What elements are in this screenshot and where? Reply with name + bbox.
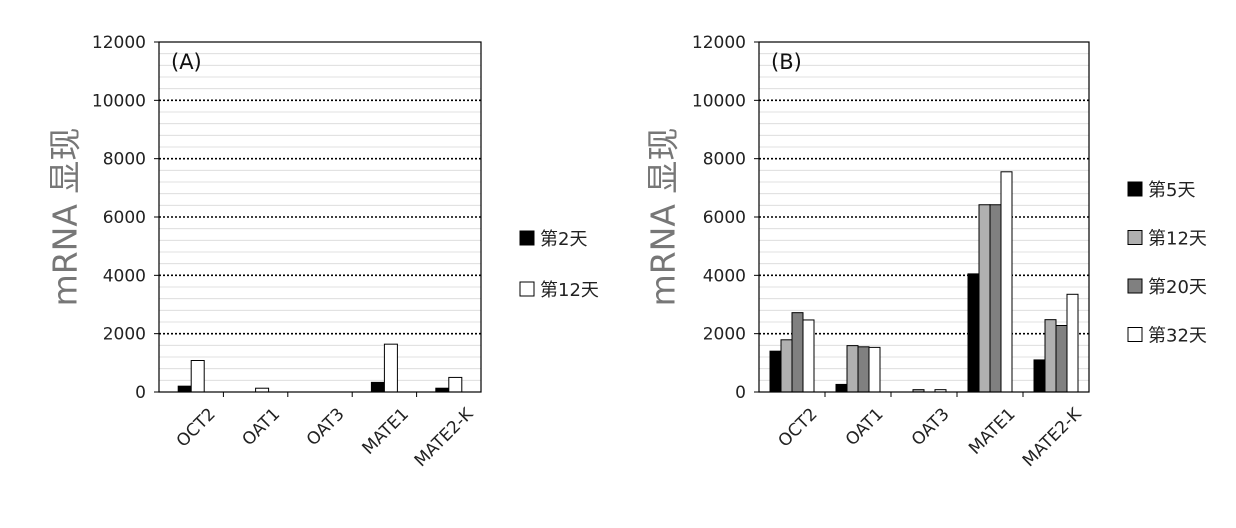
y-tick-label: 8000	[103, 150, 146, 170]
bar-第32天-MATE2-K	[1066, 293, 1079, 393]
legend-swatch	[1127, 181, 1143, 197]
x-tick-label: OAT1	[238, 404, 284, 450]
x-tick-label: OAT3	[908, 404, 954, 450]
bar-第12天-OCT2	[780, 339, 793, 393]
bar-第20天-OAT1	[857, 346, 870, 393]
bar-第12天-MATE2-K	[1044, 319, 1057, 393]
legend-swatch	[519, 281, 535, 297]
x-tick-label: MATE2-K	[411, 404, 478, 471]
bar-第2天-MATE1	[370, 381, 385, 393]
y-tick-label: 12000	[92, 33, 146, 53]
x-tick-label: OCT2	[173, 404, 220, 451]
bar-第32天-OCT2	[802, 319, 815, 393]
x-tick-label: MATE1	[965, 404, 1019, 458]
bar-第5天-OCT2	[769, 350, 782, 393]
y-tick-label: 4000	[703, 266, 746, 286]
panel-label: (B)	[771, 50, 802, 74]
plot-area-border	[758, 41, 1090, 393]
chart-panel-a: 0 2000 4000 6000 8000 10000 12000 mRNA 显现 OCT2 OA…	[46, 33, 599, 471]
bar-第12天-MATE2-K	[448, 376, 463, 393]
bar-第5天-MATE1	[967, 273, 980, 393]
panel-label: (A)	[171, 50, 202, 74]
bar-第12天-OAT1	[846, 345, 859, 393]
legend-label: 第32天	[1148, 326, 1207, 347]
bar-第12天-OCT2	[190, 360, 205, 393]
y-tick-label: 6000	[703, 208, 746, 228]
y-tick-label: 12000	[692, 33, 746, 53]
x-tick-label: OCT2	[775, 404, 822, 451]
legend-swatch	[1127, 230, 1143, 245]
y-tick-label: 2000	[103, 325, 146, 345]
legend-swatch	[1127, 327, 1143, 342]
x-tick-label: MATE2-K	[1019, 404, 1086, 471]
bar-第2天-OCT2	[177, 385, 192, 393]
bar-第20天-OCT2	[791, 312, 804, 393]
y-tick-label: 2000	[703, 325, 746, 345]
bar-第5天-OAT1	[835, 383, 848, 393]
bar-第32天-MATE1	[1000, 171, 1013, 393]
legend-label: 第12天	[540, 280, 599, 301]
x-tick-label: MATE1	[359, 404, 413, 458]
y-tick-label: 0	[735, 383, 746, 403]
y-axis-label: mRNA 显现	[46, 128, 85, 307]
bar-第12天-MATE1	[383, 343, 398, 393]
legend-label: 第5天	[1148, 180, 1195, 201]
legend-swatch	[1127, 278, 1143, 294]
legend-label: 第2天	[540, 229, 587, 250]
x-tick-label: OAT3	[303, 404, 349, 450]
y-tick-label: 6000	[103, 208, 146, 228]
y-axis-label: mRNA 显现	[644, 128, 683, 307]
bar-第5天-MATE2-K	[1033, 359, 1046, 393]
bar-第12天-MATE1	[978, 204, 991, 393]
bar-第32天-OAT1	[868, 346, 881, 393]
y-tick-label: 4000	[103, 266, 146, 286]
bar-第20天-MATE2-K	[1055, 325, 1068, 393]
bar-第20天-MATE1	[989, 204, 1002, 393]
y-tick-label: 10000	[692, 91, 746, 111]
y-tick-label: 10000	[92, 91, 146, 111]
x-tick-label: OAT1	[842, 404, 888, 450]
y-tick-label: 0	[135, 383, 146, 403]
legend-label: 第12天	[1148, 229, 1207, 250]
chart-panel-b: 0 2000 4000 6000 8000 10000 12000 mRNA 显现 OCT2 OA…	[644, 33, 1207, 471]
legend-swatch	[519, 230, 535, 246]
legend-label: 第20天	[1148, 277, 1207, 298]
y-tick-label: 8000	[703, 150, 746, 170]
plot-area-border	[158, 41, 482, 393]
